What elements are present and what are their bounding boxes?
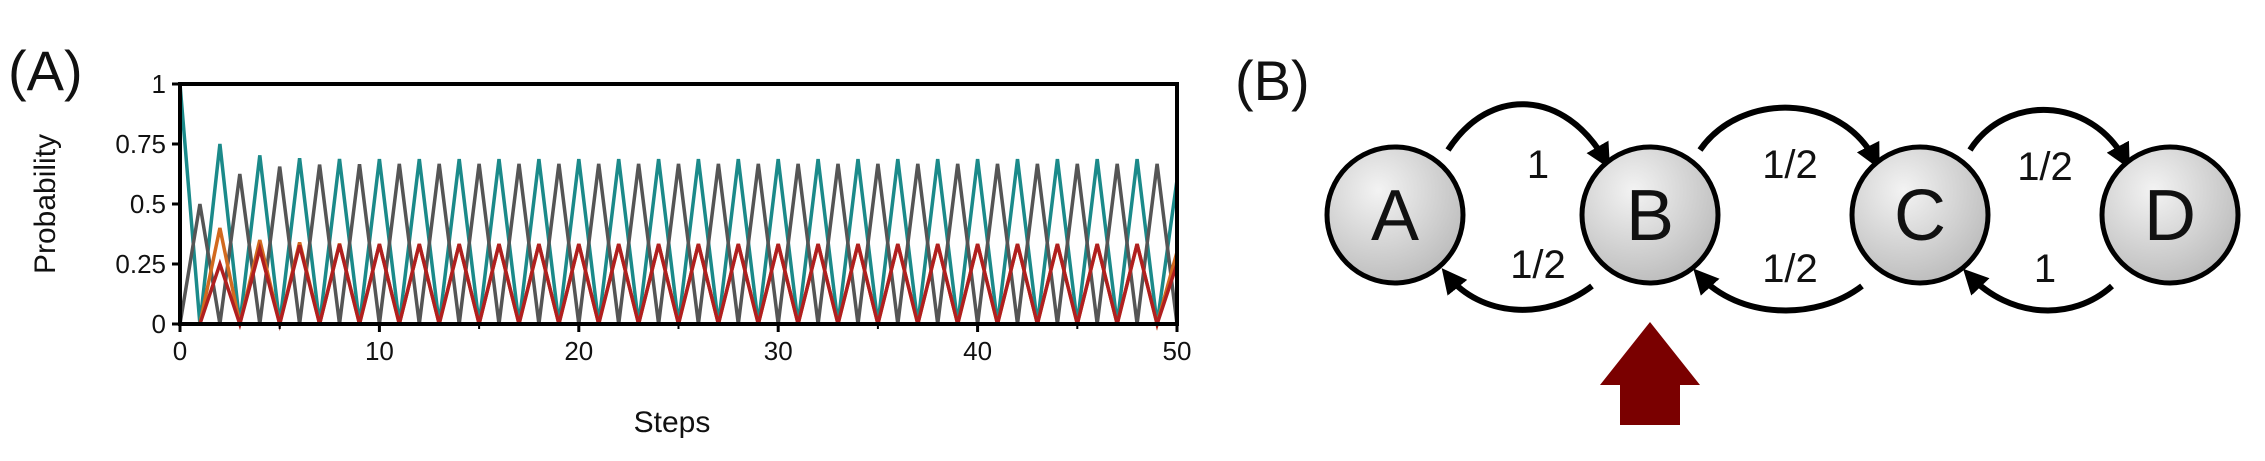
edge-label-b-to-c: 1/2 bbox=[1762, 143, 1818, 187]
y-tick-label: 0 bbox=[152, 309, 166, 339]
node-d: D bbox=[2099, 144, 2241, 286]
node-b: B bbox=[1579, 144, 1721, 286]
x-tick-label: 40 bbox=[963, 336, 992, 366]
series-layer bbox=[178, 83, 1179, 331]
markov-chain-diagram: 1 1/2 1/2 1/2 1/2 1 A B C D bbox=[1324, 101, 2241, 425]
panel-a-label: (A) bbox=[8, 39, 83, 102]
node-c: C bbox=[1849, 144, 1991, 286]
y-axis-title: Probability bbox=[29, 134, 62, 274]
line-chart: 0 0.25 0.5 0.75 1 0 10 20 30 40 50 Probability St… bbox=[29, 69, 1191, 439]
x-tick-group: 0 10 20 30 40 50 bbox=[173, 324, 1192, 366]
node-c-label: C bbox=[1894, 176, 1946, 256]
node-b-label: B bbox=[1626, 176, 1674, 256]
x-tick-label: 30 bbox=[764, 336, 793, 366]
edge-b-to-c bbox=[1697, 104, 1880, 169]
edge-b-to-a bbox=[1441, 268, 1594, 313]
x-tick-label: 50 bbox=[1163, 336, 1192, 366]
x-axis-title: Steps bbox=[634, 406, 711, 439]
edge-label-b-to-a: 1/2 bbox=[1510, 243, 1566, 287]
node-a: A bbox=[1324, 144, 1466, 286]
y-tick-label: 0.75 bbox=[115, 129, 166, 159]
x-tick-label: 0 bbox=[173, 336, 187, 366]
start-marker-arrow bbox=[1600, 322, 1700, 425]
edge-label-c-to-d: 1/2 bbox=[2017, 145, 2073, 189]
x-tick-label: 10 bbox=[365, 336, 394, 366]
y-tick-group: 0 0.25 0.5 0.75 1 bbox=[115, 69, 180, 339]
panel-b-label: (B) bbox=[1235, 49, 1310, 112]
x-tick-label: 20 bbox=[564, 336, 593, 366]
edge-d-to-c bbox=[1963, 268, 2115, 314]
edge-label-c-to-b: 1/2 bbox=[1762, 247, 1818, 291]
edge-c-to-d bbox=[1967, 106, 2130, 169]
y-tick-label: 1 bbox=[152, 69, 166, 99]
edge-c-to-b bbox=[1693, 268, 1864, 314]
y-tick-label: 0.5 bbox=[130, 189, 166, 219]
node-d-label: D bbox=[2144, 176, 2196, 256]
y-tick-label: 0.25 bbox=[115, 249, 166, 279]
series-line-2 bbox=[178, 163, 1179, 325]
node-a-label: A bbox=[1371, 176, 1419, 256]
edge-label-a-to-b: 1 bbox=[1527, 143, 1549, 187]
edge-a-to-b bbox=[1445, 101, 1611, 169]
edge-label-d-to-c: 1 bbox=[2034, 247, 2056, 291]
